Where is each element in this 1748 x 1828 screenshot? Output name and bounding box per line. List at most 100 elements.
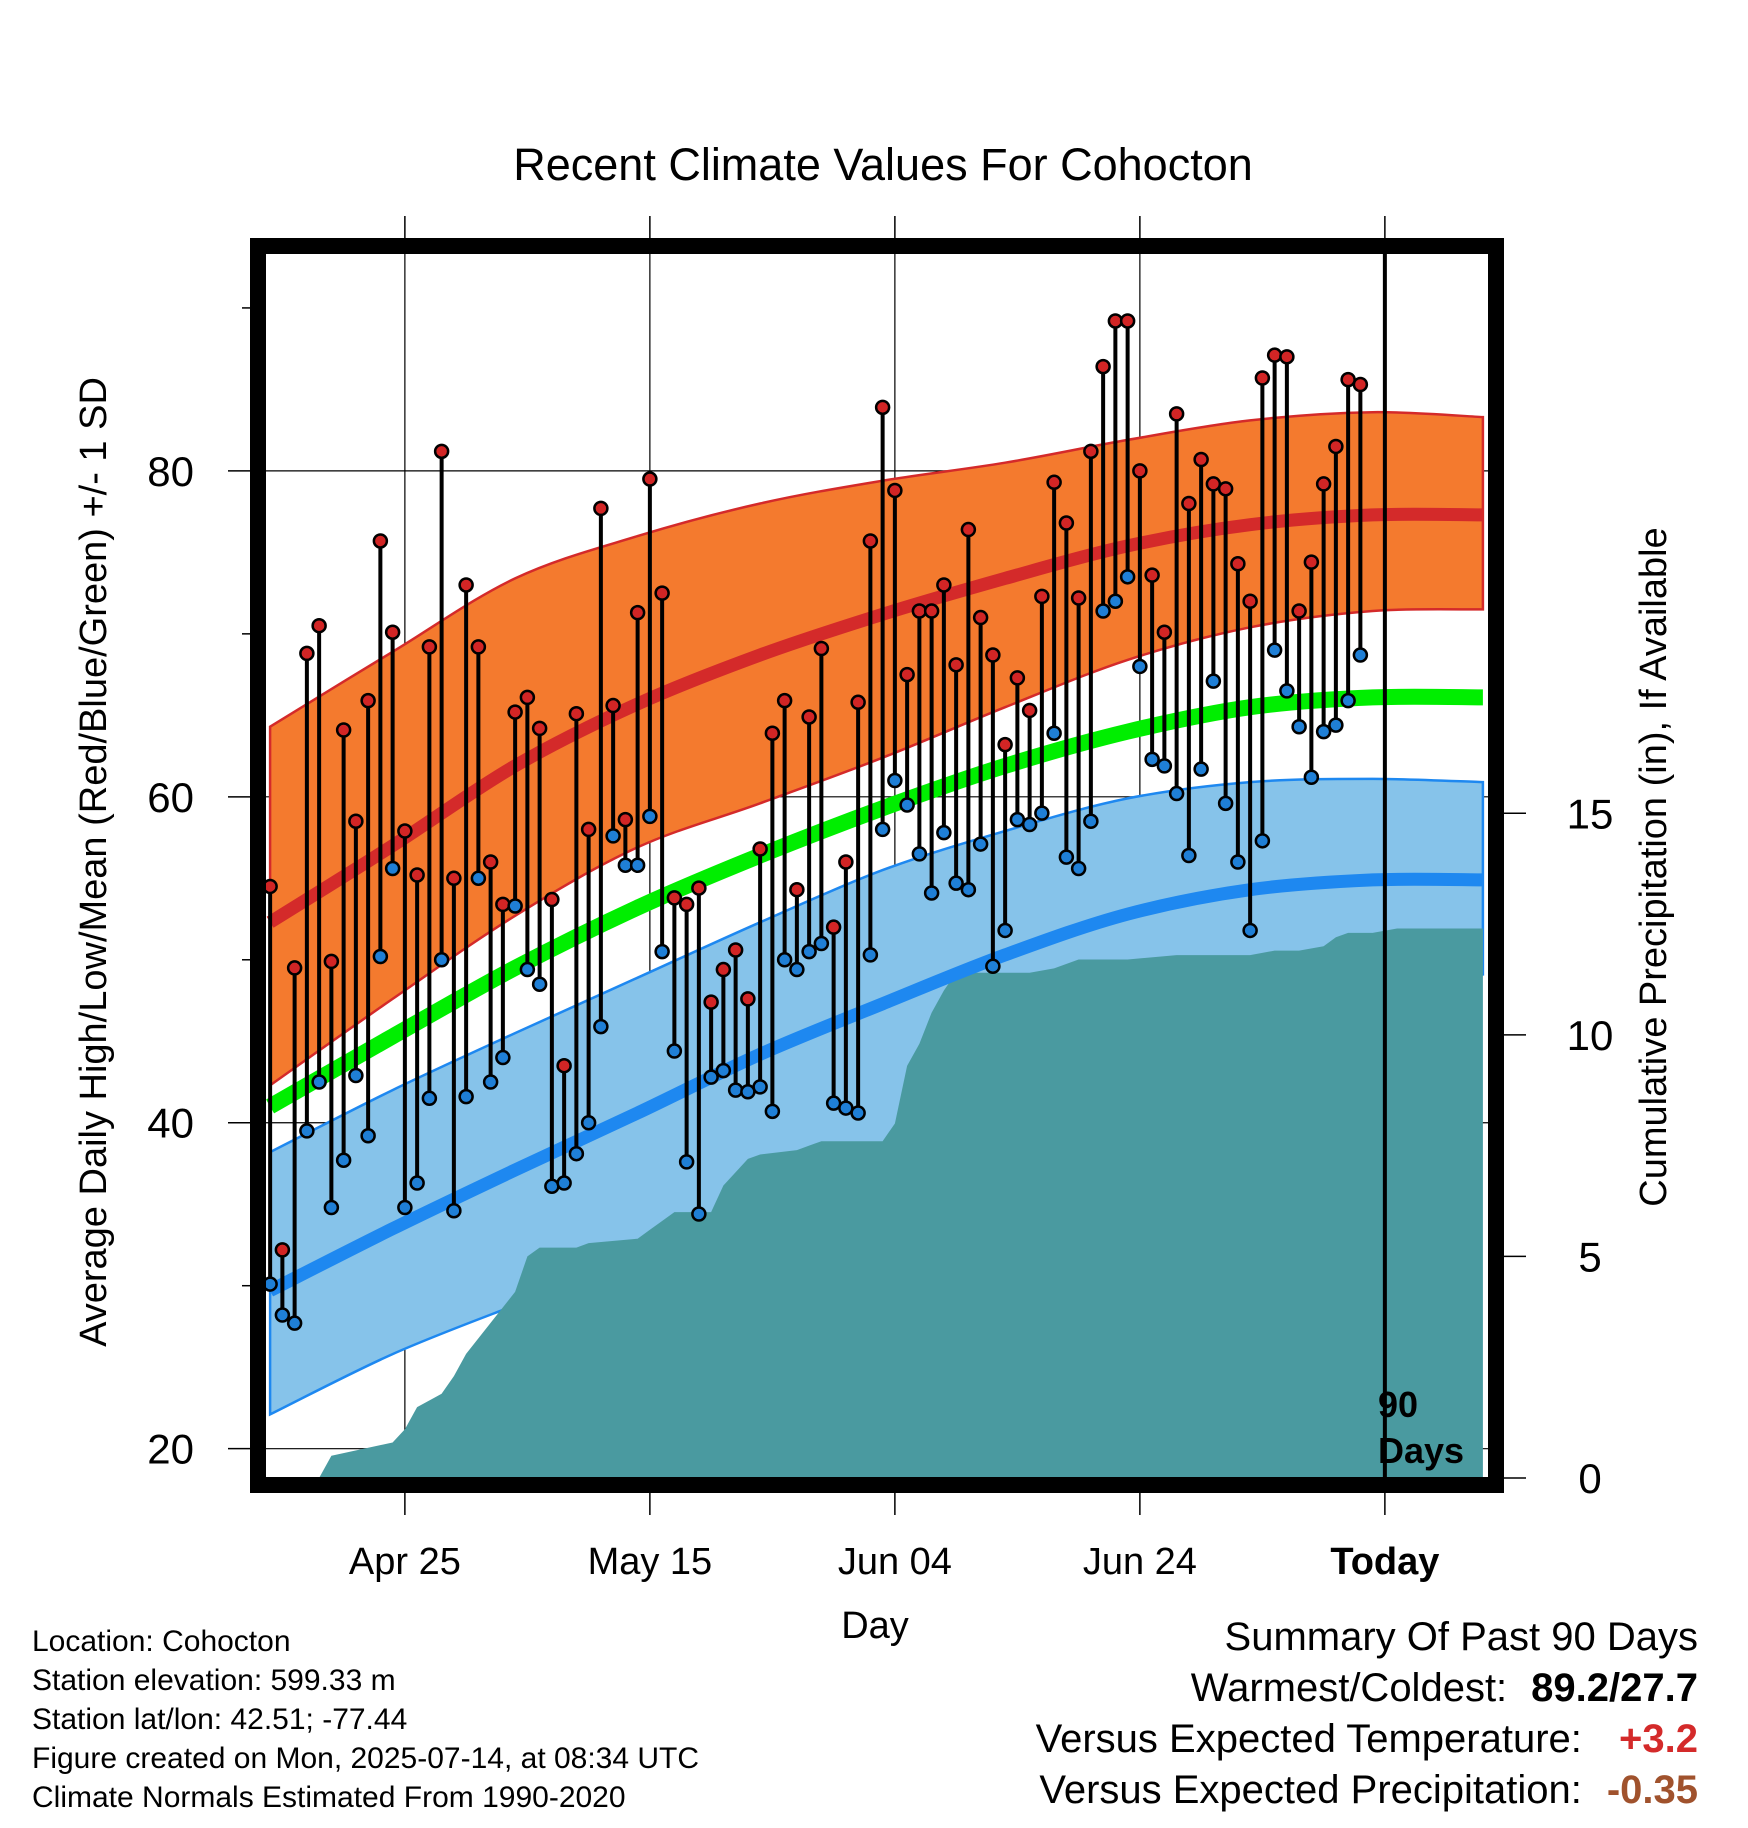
daily-high-point [887, 482, 903, 499]
x-tick-label: Jun 04 [838, 1541, 952, 1583]
daily-low-point [715, 1062, 732, 1079]
daily-high-point [1242, 593, 1258, 610]
daily-low-point [1021, 816, 1038, 833]
daily-high-point [1168, 406, 1185, 422]
daily-high-point [862, 533, 879, 549]
daily-low-point [1156, 758, 1173, 774]
daily-low-point [495, 1049, 511, 1066]
daily-high-point [531, 720, 548, 737]
daily-high-point [568, 705, 585, 722]
daily-low-point [1328, 717, 1344, 733]
daily-low-point [531, 976, 548, 992]
daily-low-point [544, 1178, 560, 1195]
summary-title: Summary Of Past 90 Days [1224, 1615, 1698, 1659]
daily-low-point [1279, 683, 1295, 699]
daily-high-point [1009, 670, 1026, 686]
daily-low-point [1095, 603, 1111, 619]
daily-high-point [1315, 476, 1332, 492]
daily-high-point [335, 722, 352, 738]
daily-low-point [727, 1082, 744, 1098]
daily-low-point [862, 947, 879, 963]
daily-low-point [874, 821, 891, 838]
daily-high-point [1303, 554, 1320, 570]
daily-high-point [666, 890, 683, 906]
daily-high-point [838, 854, 854, 870]
daily-low-point [985, 958, 1001, 975]
x-axis-label: Day [841, 1605, 909, 1647]
daily-high-point [1046, 474, 1062, 491]
daily-high-point [1217, 481, 1234, 497]
daily-high-point [825, 919, 842, 935]
daily-low-point [458, 1088, 474, 1105]
daily-high-point [286, 960, 303, 976]
daily-high-point [433, 443, 450, 460]
daily-low-point [1107, 593, 1124, 610]
daily-high-point [1083, 443, 1099, 460]
daily-low-point [1266, 642, 1283, 658]
daily-high-point [1132, 463, 1148, 479]
created-text: Figure created on Mon, 2025-07-14, at 08… [32, 1742, 700, 1775]
daily-low-point [335, 1152, 352, 1168]
daily-high-point [265, 878, 278, 895]
normals-text: Climate Normals Estimated From 1990-2020 [32, 1781, 626, 1814]
daily-low-point [691, 1206, 707, 1222]
today-days-count: 90 [1378, 1384, 1418, 1425]
daily-low-point [1168, 785, 1185, 802]
plot-frame [250, 238, 1504, 1493]
daily-high-point [470, 639, 487, 655]
daily-low-point [519, 961, 536, 978]
daily-low-point [421, 1090, 438, 1107]
daily-high-point [1291, 603, 1307, 619]
normal-low-line [267, 872, 1483, 1297]
daily-high-point [874, 399, 891, 416]
daily-high-point [678, 896, 695, 913]
x-tick-label: Jun 24 [1083, 1541, 1197, 1583]
x-tick-label: May 15 [588, 1541, 713, 1583]
daily-high-point [1070, 590, 1087, 606]
daily-low-point [1144, 751, 1160, 768]
daily-high-point [1119, 313, 1136, 329]
x-tick-label: Apr 25 [349, 1541, 461, 1583]
temp-anomaly-label: Versus Expected Temperature: [1035, 1717, 1582, 1761]
daily-high-point [764, 725, 781, 742]
daily-low-point [1340, 692, 1356, 709]
daily-low-point [446, 1202, 462, 1219]
daily-low-point [265, 1276, 278, 1292]
daily-high-point [1279, 349, 1295, 365]
daily-low-point [642, 808, 658, 825]
daily-low-point [323, 1199, 340, 1216]
warmest-coldest-label: Warmest/Coldest: [1190, 1666, 1508, 1710]
daily-low-point [1205, 673, 1222, 689]
daily-low-point [911, 846, 928, 862]
daily-high-point [899, 666, 915, 683]
y-tick-label: 40 [147, 1100, 194, 1147]
summary-panel: Summary Of Past 90 Days Warmest/Coldest:… [1036, 1612, 1698, 1816]
daily-low-point [948, 875, 964, 891]
daily-low-point [1291, 718, 1307, 735]
daily-high-point [654, 585, 670, 601]
daily-high-point [629, 604, 646, 621]
temp-anomaly-row: Versus Expected Temperature: +3.2 [1036, 1714, 1698, 1765]
precip-anomaly-value: -0.35 [1606, 1768, 1698, 1812]
daily-low-point [703, 1069, 719, 1085]
daily-low-point [556, 1175, 572, 1191]
y-axis-label: Average Daily High/Low/Mean (Red/Blue/Gr… [73, 377, 115, 1347]
daily-low-point [286, 1315, 303, 1331]
precip-anomaly-row: Versus Expected Precipitation: -0.35 [1036, 1765, 1698, 1816]
daily-low-point [923, 885, 940, 901]
daily-high-point [519, 689, 536, 706]
daily-low-point [470, 870, 487, 887]
daily-low-point [997, 922, 1013, 939]
daily-low-point [1132, 658, 1148, 675]
daily-high-point [985, 647, 1001, 663]
daily-high-point [715, 961, 732, 978]
daily-high-point [593, 500, 609, 517]
daily-low-point [1058, 849, 1075, 865]
precipitation-area [270, 928, 1483, 1478]
daily-high-point [936, 577, 952, 593]
daily-low-point [384, 860, 401, 877]
daily-high-point [1058, 515, 1075, 531]
daily-high-point [323, 953, 340, 970]
warmest-coldest-row: Warmest/Coldest: 89.2/27.7 [1036, 1663, 1698, 1714]
